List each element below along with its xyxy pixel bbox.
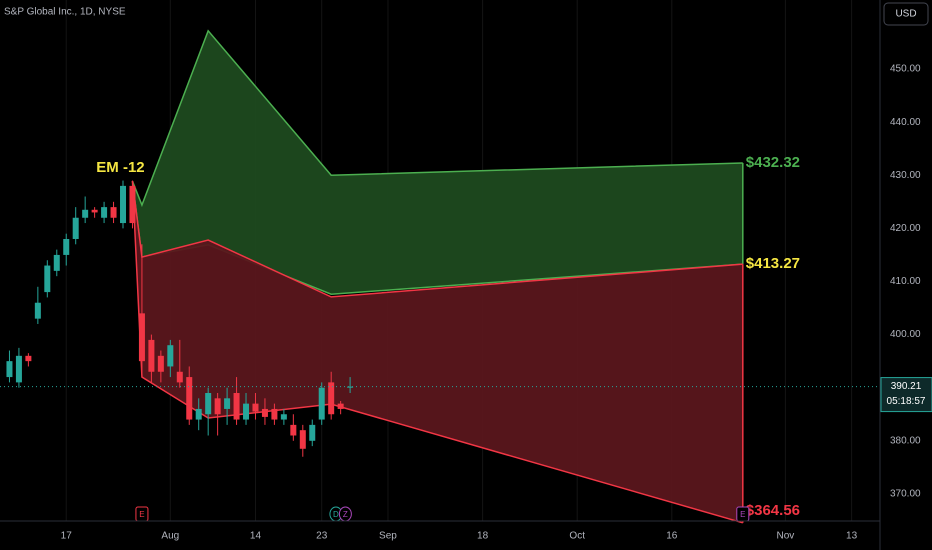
- candle-body: [129, 185, 136, 224]
- candle-body: [224, 398, 231, 409]
- event-label: D: [333, 510, 339, 519]
- x-tick-label: Aug: [161, 531, 179, 542]
- annotation: $364.56: [746, 502, 800, 519]
- y-tick-label: 400.00: [890, 329, 921, 340]
- candle-body: [6, 361, 13, 378]
- candle-body: [63, 238, 70, 255]
- candle-body: [347, 386, 354, 388]
- band-fill: [132, 30, 743, 295]
- x-tick-label: 18: [477, 531, 489, 542]
- candle-body: [44, 265, 51, 293]
- candle-body: [318, 387, 325, 420]
- candle-body: [280, 414, 287, 420]
- annotation: EM -12: [96, 159, 144, 176]
- annotation: $413.27: [746, 255, 800, 272]
- candle-body: [214, 398, 221, 415]
- candle-body: [233, 393, 240, 420]
- candle-body: [138, 313, 145, 362]
- candles: [6, 180, 354, 457]
- x-tick-label: 17: [61, 531, 73, 542]
- candle-body: [34, 302, 41, 319]
- annotation: $432.32: [746, 154, 800, 171]
- candle-body: [252, 403, 259, 412]
- candle-body: [15, 355, 22, 383]
- candle-body: [261, 408, 268, 417]
- candle-body: [186, 377, 193, 420]
- chart-title: S&P Global Inc., 1D, NYSE: [4, 7, 126, 18]
- event-label: E: [139, 510, 144, 519]
- x-tick-label: Sep: [379, 531, 397, 542]
- band-upper-line: [131, 181, 743, 298]
- band-fill: [132, 181, 743, 523]
- candle-body: [110, 207, 117, 218]
- y-tick-label: 370.00: [890, 489, 921, 500]
- band-upper-line: [131, 29, 743, 208]
- y-tick-label: 420.00: [890, 223, 921, 234]
- candle-body: [243, 403, 250, 420]
- candle-body: [167, 345, 174, 367]
- candle-body: [82, 209, 89, 218]
- candle-body: [120, 185, 127, 224]
- last-price-box: [880, 377, 932, 413]
- y-tick-label: 440.00: [890, 117, 921, 128]
- candle-body: [290, 424, 297, 436]
- candle-body: [271, 408, 278, 420]
- candle-body: [91, 209, 98, 213]
- y-tick-label: 380.00: [890, 435, 921, 446]
- candle-body: [205, 393, 212, 415]
- last-price-label: 390.21: [891, 381, 922, 392]
- candle-body: [72, 217, 79, 239]
- overlay: EM -12 $432.32$413.27$364.56E D Z E: [0, 154, 880, 522]
- candle-body: [195, 408, 202, 420]
- candle-body: [53, 254, 60, 271]
- candle-body: [328, 382, 335, 415]
- candle-body: [101, 207, 108, 218]
- event-label: Z: [343, 510, 348, 519]
- countdown-label: 05:18:57: [887, 396, 926, 407]
- axes: 370.00380.00390.00400.00410.00420.00430.…: [61, 64, 932, 542]
- candle-body: [157, 355, 164, 372]
- candle-body: [299, 430, 306, 449]
- candle-body: [25, 355, 32, 362]
- event-label: E: [740, 510, 745, 519]
- candle-body: [337, 403, 344, 409]
- candle-body: [176, 371, 183, 383]
- currency-label[interactable]: USD: [895, 9, 916, 20]
- currency-button[interactable]: [883, 2, 929, 26]
- candle-body: [148, 339, 155, 372]
- x-tick-label: 23: [316, 531, 328, 542]
- x-tick-label: Nov: [776, 531, 794, 542]
- x-tick-label: 13: [846, 531, 858, 542]
- y-tick-label: 430.00: [890, 170, 921, 181]
- x-tick-label: Oct: [569, 531, 585, 542]
- x-tick-label: 14: [250, 531, 262, 542]
- y-tick-label: 450.00: [890, 64, 921, 75]
- bands: [131, 29, 744, 524]
- y-tick-label: 410.00: [890, 276, 921, 287]
- x-tick-label: 16: [666, 531, 678, 542]
- candle-body: [309, 424, 316, 441]
